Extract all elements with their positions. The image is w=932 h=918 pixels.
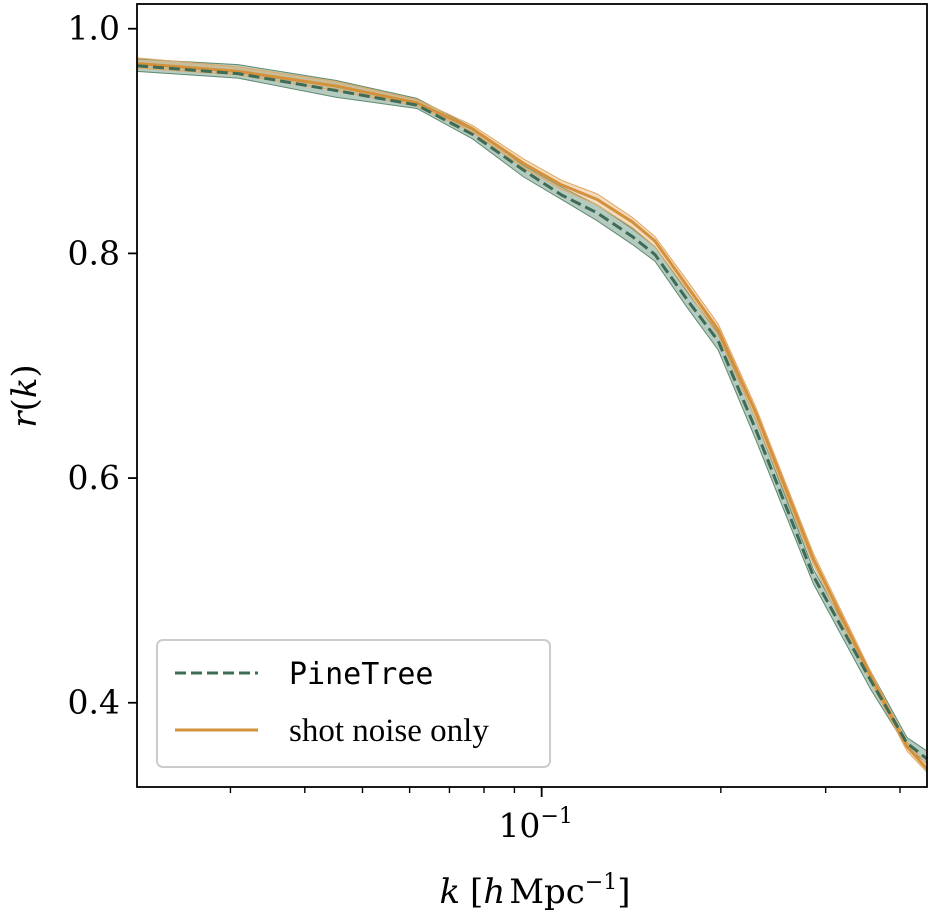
- axis-ticks: 0.4 0.6 0.8 1.0 10−1: [68, 9, 901, 845]
- line-pinetree: [136, 64, 928, 761]
- legend: PineTree shot noise only: [156, 639, 551, 768]
- y-tick-label-0.4: 0.4: [68, 683, 120, 722]
- line-shot-noise-only: [136, 62, 929, 771]
- y-tick-label-1.0: 1.0: [68, 9, 120, 48]
- legend-label-shot-noise: shot noise only: [289, 713, 489, 749]
- y-tick-label-0.8: 0.8: [68, 233, 120, 272]
- x-axis-label-open: [: [470, 872, 483, 912]
- plot-frame: [136, 3, 928, 788]
- legend-label-pinetree: PineTree: [289, 657, 434, 692]
- x-axis-label-unit: Mpc: [509, 872, 585, 912]
- x-axis-label-close: ]: [617, 872, 630, 912]
- x-tick-label: 10−1: [498, 804, 572, 845]
- x-axis-label-h: h: [483, 872, 505, 912]
- series-lines: [136, 62, 929, 771]
- x-axis-label: k [h Mpc−1]: [439, 870, 630, 912]
- x-axis-label-k: k: [439, 872, 460, 912]
- y-axis-label: r(k): [5, 364, 45, 427]
- y-tick-label-0.6: 0.6: [68, 458, 120, 497]
- x-axis-label-exp: −1: [585, 870, 617, 895]
